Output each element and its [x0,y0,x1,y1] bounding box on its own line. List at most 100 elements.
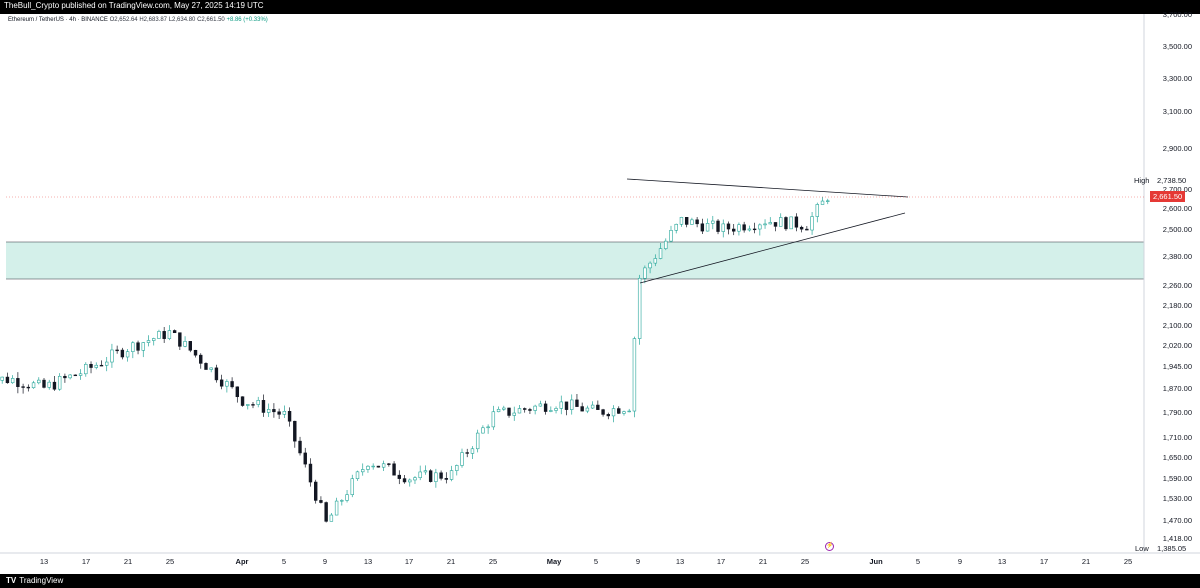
candle-body [653,258,658,264]
tradingview-brand[interactable]: TV TradingView [6,576,63,585]
candle-body [167,330,172,339]
candle-body [543,403,548,412]
candle-body [303,452,307,465]
candle-body [172,330,177,334]
candle-body [376,465,381,468]
candle-body [810,216,814,231]
candle-body [502,407,506,410]
triangle-lower-trendline[interactable] [639,212,906,284]
price-axis-label: 1,470.00 [1162,516,1192,525]
symbol-legend[interactable]: Ethereum / TetherUS · 4h · BINANCE O2,65… [8,17,268,23]
candle-body [622,411,626,414]
candle-body [815,204,820,217]
candle-body [799,226,804,230]
triangle-upper-trendline[interactable] [626,178,909,198]
candle-body [658,248,663,259]
candle-body [204,363,208,370]
high-tag: High [1134,176,1150,185]
price-axis-label: 2,500.00 [1162,225,1192,234]
candle-body [225,381,229,387]
price-axis-label: 1,650.00 [1162,453,1192,462]
ohlc-open: O2,652.64 [109,17,138,23]
candle-body [235,386,240,398]
candle-body [643,267,647,279]
candle-body [528,409,532,411]
candle-body [470,448,475,454]
time-axis-label: 25 [800,557,810,566]
candle-body [125,351,130,358]
candle-body [319,500,323,503]
low-tag: Low [1135,544,1149,553]
candle-body [606,414,611,417]
candle-body [381,463,386,468]
price-axis-label: 3,500.00 [1162,42,1192,51]
time-axis-label: 25 [1123,557,1133,566]
candle-body [758,224,762,230]
candle-body [298,440,302,454]
candle-body [209,367,213,370]
time-axis-label: 21 [446,557,456,566]
candle-body [700,223,705,232]
candle-body [240,396,245,406]
candle-body [42,379,46,388]
ohlc-high: H2,683.87 [139,17,168,23]
candle-body [779,217,783,227]
candle-body [773,222,778,227]
candle-body [674,223,678,231]
price-axis-label: 2,100.00 [1162,321,1192,330]
candle-body [617,408,621,414]
candle-body [47,381,51,388]
candle-body [246,404,250,406]
candle-body [287,411,292,422]
candle-body [455,465,459,471]
candle-body [366,465,370,470]
candle-body [460,452,464,466]
time-axis-label: 21 [123,557,133,566]
candle-body [350,478,354,495]
candle-body [481,427,485,434]
price-axis-label: 2,900.00 [1162,144,1192,153]
candle-body [423,470,428,473]
candle-body [752,228,757,231]
candle-body [293,420,297,442]
price-axis-label: 1,530.00 [1162,494,1192,503]
candle-body [428,470,433,482]
candle-body [585,407,590,412]
candle-body [590,404,595,409]
candle-body [402,478,407,483]
candle-body [486,426,490,429]
candle-body [361,469,365,473]
candle-body [105,361,109,366]
ohlc-low: L2,634.80 [168,17,196,23]
candle-body [737,224,741,232]
candle-body [465,452,469,454]
price-axis-label: 3,300.00 [1162,74,1192,83]
candle-body [324,502,328,522]
candle-body [695,219,699,225]
candle-body [68,374,72,379]
candle-body [157,331,161,339]
candle-body [664,240,668,249]
candle-body [549,410,553,412]
publisher-line: TheBull_Crypto published on TradingView.… [4,1,264,10]
candle-body [805,228,809,231]
candle-body [84,363,88,375]
candle-body [392,463,396,476]
publisher-bar: TheBull_Crypto published on TradingView.… [0,0,1200,14]
candle-body [449,470,454,480]
candle-body [475,432,480,450]
event-marker-icon[interactable]: ⚡ [825,542,834,551]
time-axis-label: 9 [635,557,641,566]
time-axis-label: 17 [1039,557,1049,566]
price-axis-label: 1,870.00 [1162,384,1192,393]
price-axis-label: 2,600.00 [1162,204,1192,213]
time-axis-label: 25 [488,557,498,566]
price-axis-label: 1,710.00 [1162,433,1192,442]
candle-body [507,407,511,416]
candle-body [397,474,401,479]
price-axis-label: 2,180.00 [1162,301,1192,310]
candle-body [554,408,558,411]
candle-body [575,399,579,407]
price-axis-label: 2,380.00 [1162,252,1192,261]
